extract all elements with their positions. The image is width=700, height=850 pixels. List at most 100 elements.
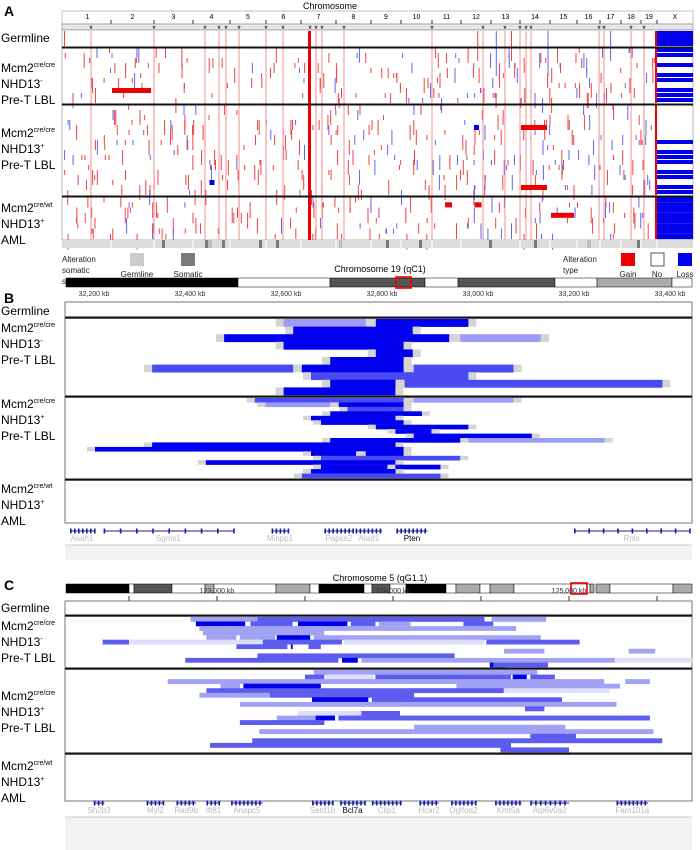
gain-segment — [636, 63, 638, 68]
loss-segment — [311, 372, 469, 381]
panel-c-title: Chromosome 5 (qG1.1) — [333, 573, 428, 583]
gain-segment — [498, 202, 500, 213]
gain-segment — [227, 160, 229, 175]
gain-segment — [236, 155, 238, 160]
gain-segment — [170, 130, 171, 145]
loss-segment — [186, 135, 188, 150]
gene-exon — [70, 528, 72, 534]
gene-exon — [184, 528, 187, 534]
status-bar-gap — [640, 240, 642, 248]
label-superscript: cre/cre — [34, 127, 56, 134]
loss-segment — [338, 402, 404, 408]
gene-exon — [312, 800, 314, 806]
gain-segment — [378, 233, 380, 240]
gain-segment — [483, 88, 485, 103]
loss-segment — [503, 197, 505, 208]
gene-exon — [74, 528, 76, 534]
gene-name: Bcl7a — [343, 806, 364, 815]
gain-segment — [423, 78, 425, 93]
loss-segment — [547, 31, 549, 76]
loss-segment — [374, 160, 376, 175]
loss-segment — [283, 387, 396, 396]
loss-segment — [642, 212, 644, 219]
gene-exon — [371, 528, 374, 534]
germline-cnv-star: * — [281, 24, 285, 34]
group-label-line: Pre-T LBL — [1, 353, 56, 367]
chrX-loss-segment — [657, 88, 693, 92]
gain-segment — [446, 68, 448, 78]
gain-segment — [256, 218, 258, 234]
gain-segment — [152, 202, 154, 219]
gain-segment — [284, 135, 286, 150]
gain-segment — [302, 93, 304, 98]
gene-name: Clip1 — [378, 806, 397, 815]
group-label-line: NHD13+ — [1, 413, 44, 427]
gain-segment — [557, 48, 558, 63]
gain-segment — [592, 218, 594, 234]
segment-boundary-cap — [395, 469, 404, 474]
gain-segment — [569, 202, 570, 208]
loss-segment — [312, 697, 369, 703]
group-label-line: Mcm2cre/wt — [1, 201, 52, 215]
gene-exon — [631, 528, 634, 534]
loss-segment — [473, 160, 475, 165]
loss-segment — [542, 140, 544, 155]
gain-segment — [462, 160, 464, 175]
cytoband — [589, 583, 595, 594]
gain-segment — [181, 58, 183, 68]
gain-segment — [347, 105, 349, 115]
loss-segment — [600, 135, 602, 140]
loss-segment — [414, 724, 566, 730]
segment-boundary-cap — [440, 473, 449, 478]
gain-segment — [192, 125, 193, 135]
loss-segment — [224, 334, 450, 343]
chrX-loss-segment — [657, 175, 693, 179]
loss-segment — [321, 464, 396, 470]
chromosome-label: 1 — [86, 14, 90, 21]
gene-exon — [646, 528, 648, 534]
loss-segment — [564, 185, 566, 190]
legend-no-swatch — [650, 252, 665, 267]
loss-segment — [457, 155, 458, 165]
gene-exon — [348, 528, 350, 534]
genome-cnv-plot — [61, 29, 694, 250]
loss-segment — [627, 105, 629, 120]
gain-segment — [313, 202, 315, 219]
loss-segment — [359, 170, 360, 185]
gain-segment — [507, 160, 509, 165]
gain-segment — [328, 53, 330, 63]
loss-segment — [492, 78, 494, 88]
loss-segment — [311, 451, 357, 456]
legend-loss-swatch — [678, 253, 692, 266]
loss-segment — [493, 662, 548, 668]
loss-segment — [539, 212, 541, 224]
gain-segment — [240, 212, 242, 224]
loss-segment — [250, 621, 293, 627]
gain-segment — [121, 185, 123, 195]
gene-exon — [467, 800, 469, 806]
loss-segment — [64, 150, 66, 160]
loss-segment — [350, 621, 376, 627]
loss-segment — [338, 715, 650, 721]
gain-segment — [348, 175, 350, 185]
loss-segment — [500, 747, 569, 753]
germline-cnv-star: * — [524, 24, 528, 34]
gain-segment — [502, 175, 504, 190]
gain-segment — [561, 150, 563, 165]
gain-segment — [336, 68, 338, 83]
gene-name: Anapc5 — [233, 806, 261, 815]
gain-segment — [396, 73, 398, 83]
gain-segment — [375, 218, 377, 224]
gene-exon — [231, 800, 233, 806]
gene-exon — [332, 528, 334, 534]
chromosome-label: 2 — [131, 14, 135, 21]
gain-segment — [524, 88, 526, 103]
segment-boundary-cap — [460, 438, 469, 443]
gene-exon — [515, 800, 517, 806]
chrX-loss-segment — [657, 31, 693, 46]
loss-segment — [199, 626, 517, 631]
gene-exon — [136, 528, 138, 534]
gain-segment — [185, 175, 187, 185]
germline-separator — [62, 46, 693, 49]
gain-segment — [158, 228, 160, 234]
